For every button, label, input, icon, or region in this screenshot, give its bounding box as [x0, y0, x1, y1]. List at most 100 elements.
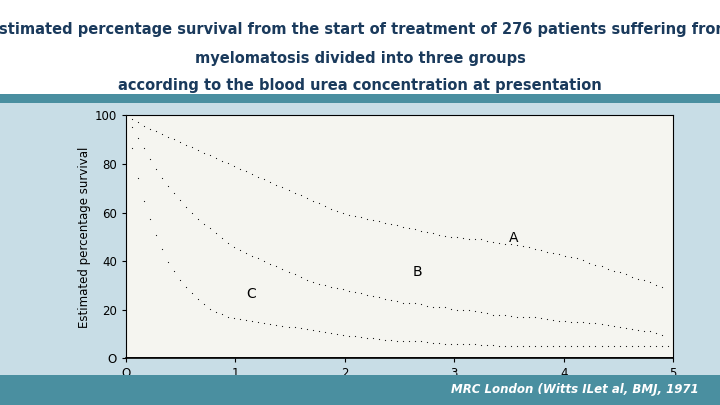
Point	[518, 243, 529, 249]
Point	[228, 163, 240, 169]
Point	[355, 214, 366, 221]
Text: B: B	[413, 265, 423, 279]
Point	[638, 277, 649, 284]
Text: A: A	[509, 231, 518, 245]
Point	[523, 314, 535, 320]
Point	[445, 234, 456, 240]
Point	[397, 224, 409, 230]
Point	[529, 343, 541, 350]
Point	[373, 294, 384, 301]
Point	[482, 237, 493, 244]
Point	[210, 229, 222, 236]
Point	[626, 343, 637, 350]
Text: Estimated percentage survival from the start of treatment of 276 patients suffer: Estimated percentage survival from the s…	[0, 22, 720, 37]
Point	[265, 321, 276, 327]
Point	[235, 165, 246, 172]
Point	[150, 128, 162, 134]
Point	[313, 281, 325, 287]
Point	[518, 314, 529, 320]
Point	[457, 234, 469, 241]
Point	[505, 241, 517, 247]
Point	[529, 314, 541, 320]
Point	[126, 144, 138, 151]
Point	[192, 216, 204, 222]
Point	[415, 338, 427, 345]
Point	[572, 255, 583, 262]
Point	[493, 311, 505, 318]
Point	[253, 255, 264, 262]
Point	[536, 247, 547, 254]
Point	[602, 322, 613, 328]
Point	[397, 299, 409, 306]
Point	[235, 316, 246, 323]
Point	[500, 312, 511, 318]
Point	[632, 343, 644, 350]
Point	[482, 342, 493, 348]
Point	[566, 254, 577, 260]
Point	[276, 322, 288, 329]
Point	[247, 252, 258, 259]
Point	[577, 257, 589, 264]
Point	[325, 330, 336, 336]
Point	[228, 244, 240, 250]
Point	[325, 205, 336, 212]
Point	[253, 173, 264, 180]
Point	[199, 301, 210, 308]
Point	[174, 139, 186, 145]
Point	[228, 315, 240, 321]
Point	[451, 234, 463, 240]
Point	[433, 340, 445, 347]
Point	[656, 332, 667, 338]
Point	[397, 338, 409, 345]
Point	[222, 240, 234, 246]
Point	[391, 338, 402, 344]
Point	[559, 343, 571, 350]
Point	[144, 156, 156, 162]
Point	[451, 341, 463, 347]
Point	[439, 233, 451, 239]
Point	[349, 213, 361, 219]
Point	[240, 317, 252, 324]
Point	[199, 149, 210, 156]
Point	[541, 315, 553, 322]
Point	[421, 303, 433, 309]
Point	[548, 343, 559, 350]
Point	[595, 343, 607, 350]
Point	[493, 240, 505, 247]
Point	[174, 277, 186, 283]
Point	[126, 115, 138, 122]
Point	[301, 277, 312, 283]
Point	[595, 263, 607, 269]
Point	[620, 343, 631, 350]
Point	[361, 335, 372, 341]
Point	[595, 321, 607, 328]
Point	[439, 304, 451, 311]
Point	[307, 327, 318, 333]
Point	[511, 343, 523, 350]
Point	[192, 296, 204, 303]
Point	[276, 184, 288, 191]
Point	[325, 284, 336, 290]
Point	[475, 309, 487, 315]
Point	[349, 289, 361, 295]
Point	[373, 218, 384, 225]
Point	[307, 198, 318, 204]
Point	[620, 325, 631, 331]
Point	[464, 307, 475, 313]
Point	[427, 304, 438, 310]
Point	[577, 319, 589, 325]
Point	[469, 307, 481, 314]
Point	[409, 226, 420, 232]
Point	[602, 265, 613, 272]
Point	[192, 147, 204, 153]
Point	[409, 300, 420, 306]
Point	[385, 297, 397, 303]
Point	[403, 338, 415, 345]
Point	[186, 144, 198, 151]
Point	[445, 305, 456, 312]
Point	[566, 319, 577, 325]
Y-axis label: Estimated percentage survival: Estimated percentage survival	[78, 146, 91, 328]
Point	[608, 323, 619, 329]
Point	[421, 229, 433, 235]
Point	[307, 279, 318, 286]
